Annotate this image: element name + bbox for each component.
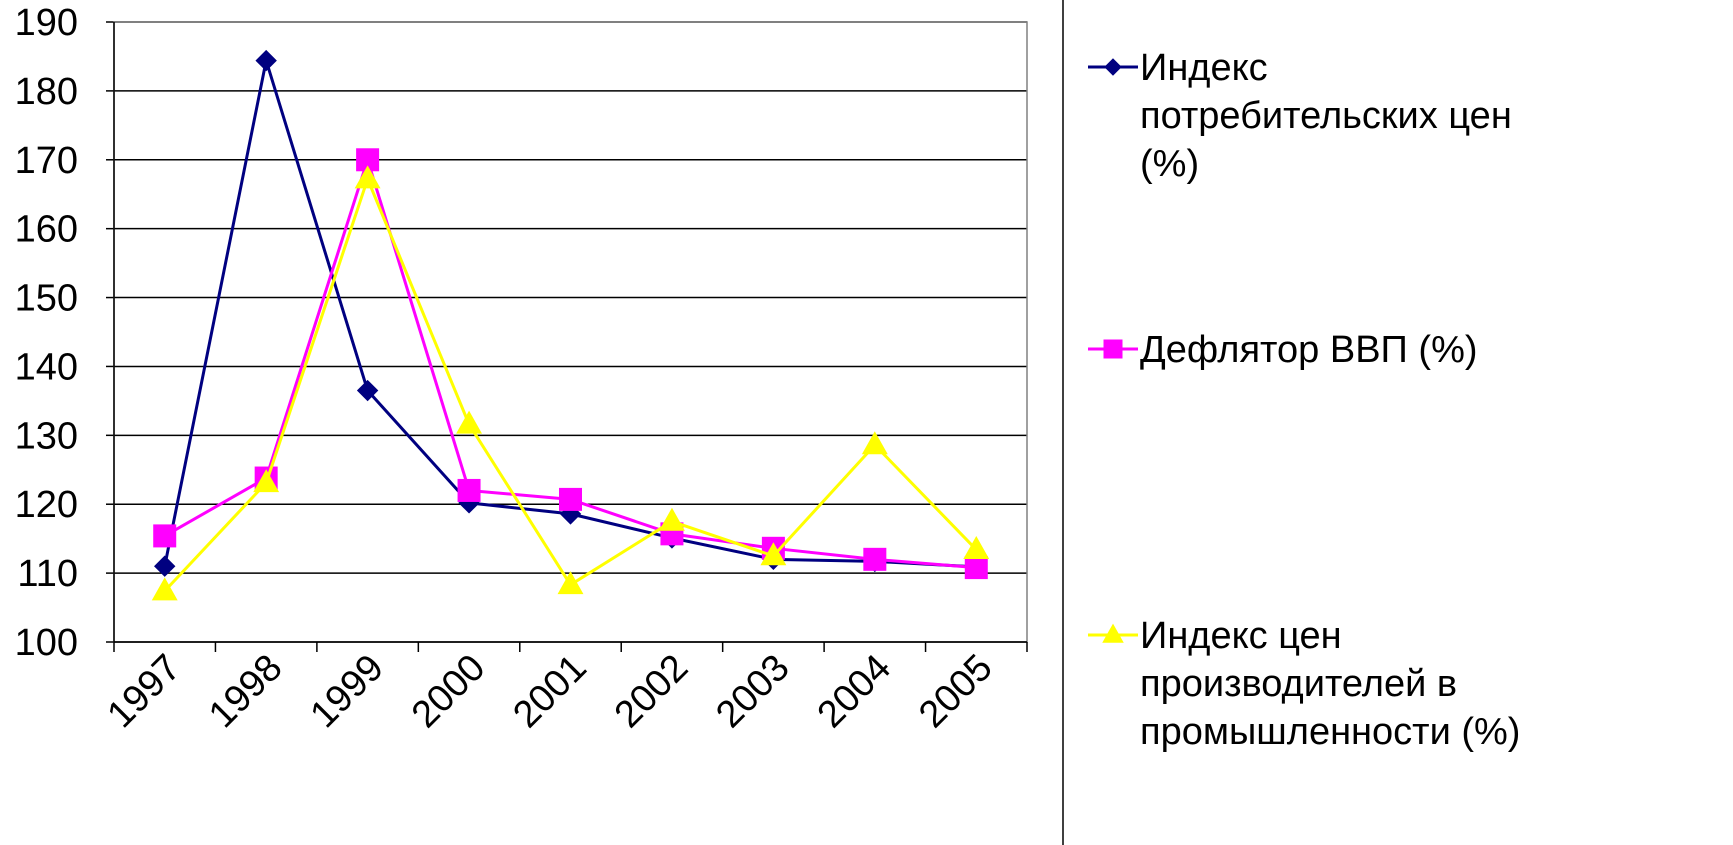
x-tick-label: 1998 <box>201 647 290 736</box>
data-point-diamond <box>154 555 176 577</box>
legend-label: Дефлятор ВВП (%) <box>1140 329 1478 371</box>
legend-item-2: Дефлятор ВВП (%) <box>1088 329 1478 371</box>
legend-label: потребительских цен <box>1140 95 1512 137</box>
legend-label: производителей в <box>1140 663 1457 705</box>
plot-area-border <box>113 21 1028 643</box>
legend-marker-diamond <box>1104 58 1122 76</box>
y-tick-label: 140 <box>15 346 78 388</box>
y-tick-label: 150 <box>15 278 78 320</box>
y-tick-label: 180 <box>15 71 78 113</box>
data-point-triangle <box>963 536 990 559</box>
y-tick-label: 190 <box>15 2 78 44</box>
data-point-diamond <box>255 49 277 72</box>
series-2 <box>153 148 988 580</box>
series-layer <box>151 49 990 601</box>
x-tick-label: 2000 <box>404 647 493 736</box>
data-point-square <box>964 556 988 580</box>
y-tick-label: 160 <box>15 209 78 251</box>
legend-label: Индекс цен <box>1140 615 1342 657</box>
data-point-triangle <box>658 507 685 531</box>
series-line <box>163 177 978 593</box>
data-point-triangle <box>861 431 888 455</box>
data-point-triangle <box>354 165 381 189</box>
y-tick-label: 100 <box>15 622 78 664</box>
data-point-diamond <box>356 379 379 402</box>
legend-label: Индекс <box>1140 47 1268 89</box>
x-tick-label: 2002 <box>607 647 696 736</box>
axes <box>106 21 1028 652</box>
x-tick-labels: 1997 1998 1999 2000 2001 2002 2003 2004 2005 <box>100 647 1001 736</box>
x-tick-label: 2005 <box>911 647 1000 736</box>
x-tick-label: 1999 <box>302 647 391 736</box>
data-point-square <box>559 487 582 511</box>
legend-item-1: Индекс потребительских цен (%) <box>1088 47 1512 185</box>
legend-marker-square <box>1103 339 1123 359</box>
data-point-triangle <box>253 469 280 493</box>
y-tick-labels: 100 110 120 130 140 150 160 170 180 190 <box>15 2 78 664</box>
data-point-square <box>863 547 887 571</box>
data-point-triangle <box>151 577 178 601</box>
y-tick-label: 110 <box>17 553 78 595</box>
y-tick-label: 130 <box>15 415 78 457</box>
data-point-triangle <box>456 410 483 434</box>
x-tick-label: 2001 <box>505 647 594 736</box>
x-tick-label: 2004 <box>810 647 899 736</box>
legend: Индекс потребительских цен (%) Дефлятор ВВП… <box>1088 47 1520 753</box>
x-tick-label: 2003 <box>708 647 797 736</box>
data-point-triangle <box>557 571 584 595</box>
data-point-square <box>153 524 177 548</box>
data-point-square <box>457 478 481 502</box>
y-tick-label: 170 <box>15 140 78 182</box>
x-tick-label: 1997 <box>100 647 189 736</box>
legend-label: промышленности (%) <box>1140 711 1520 753</box>
legend-item-3: Индекс цен производителей в промышленности… <box>1088 615 1520 753</box>
legend-label: (%) <box>1140 143 1199 185</box>
series-3 <box>151 165 990 601</box>
legend-marker-triangle <box>1102 623 1124 643</box>
gridlines <box>114 21 1027 643</box>
data-point-triangle <box>760 542 787 566</box>
y-tick-label: 120 <box>15 484 78 526</box>
